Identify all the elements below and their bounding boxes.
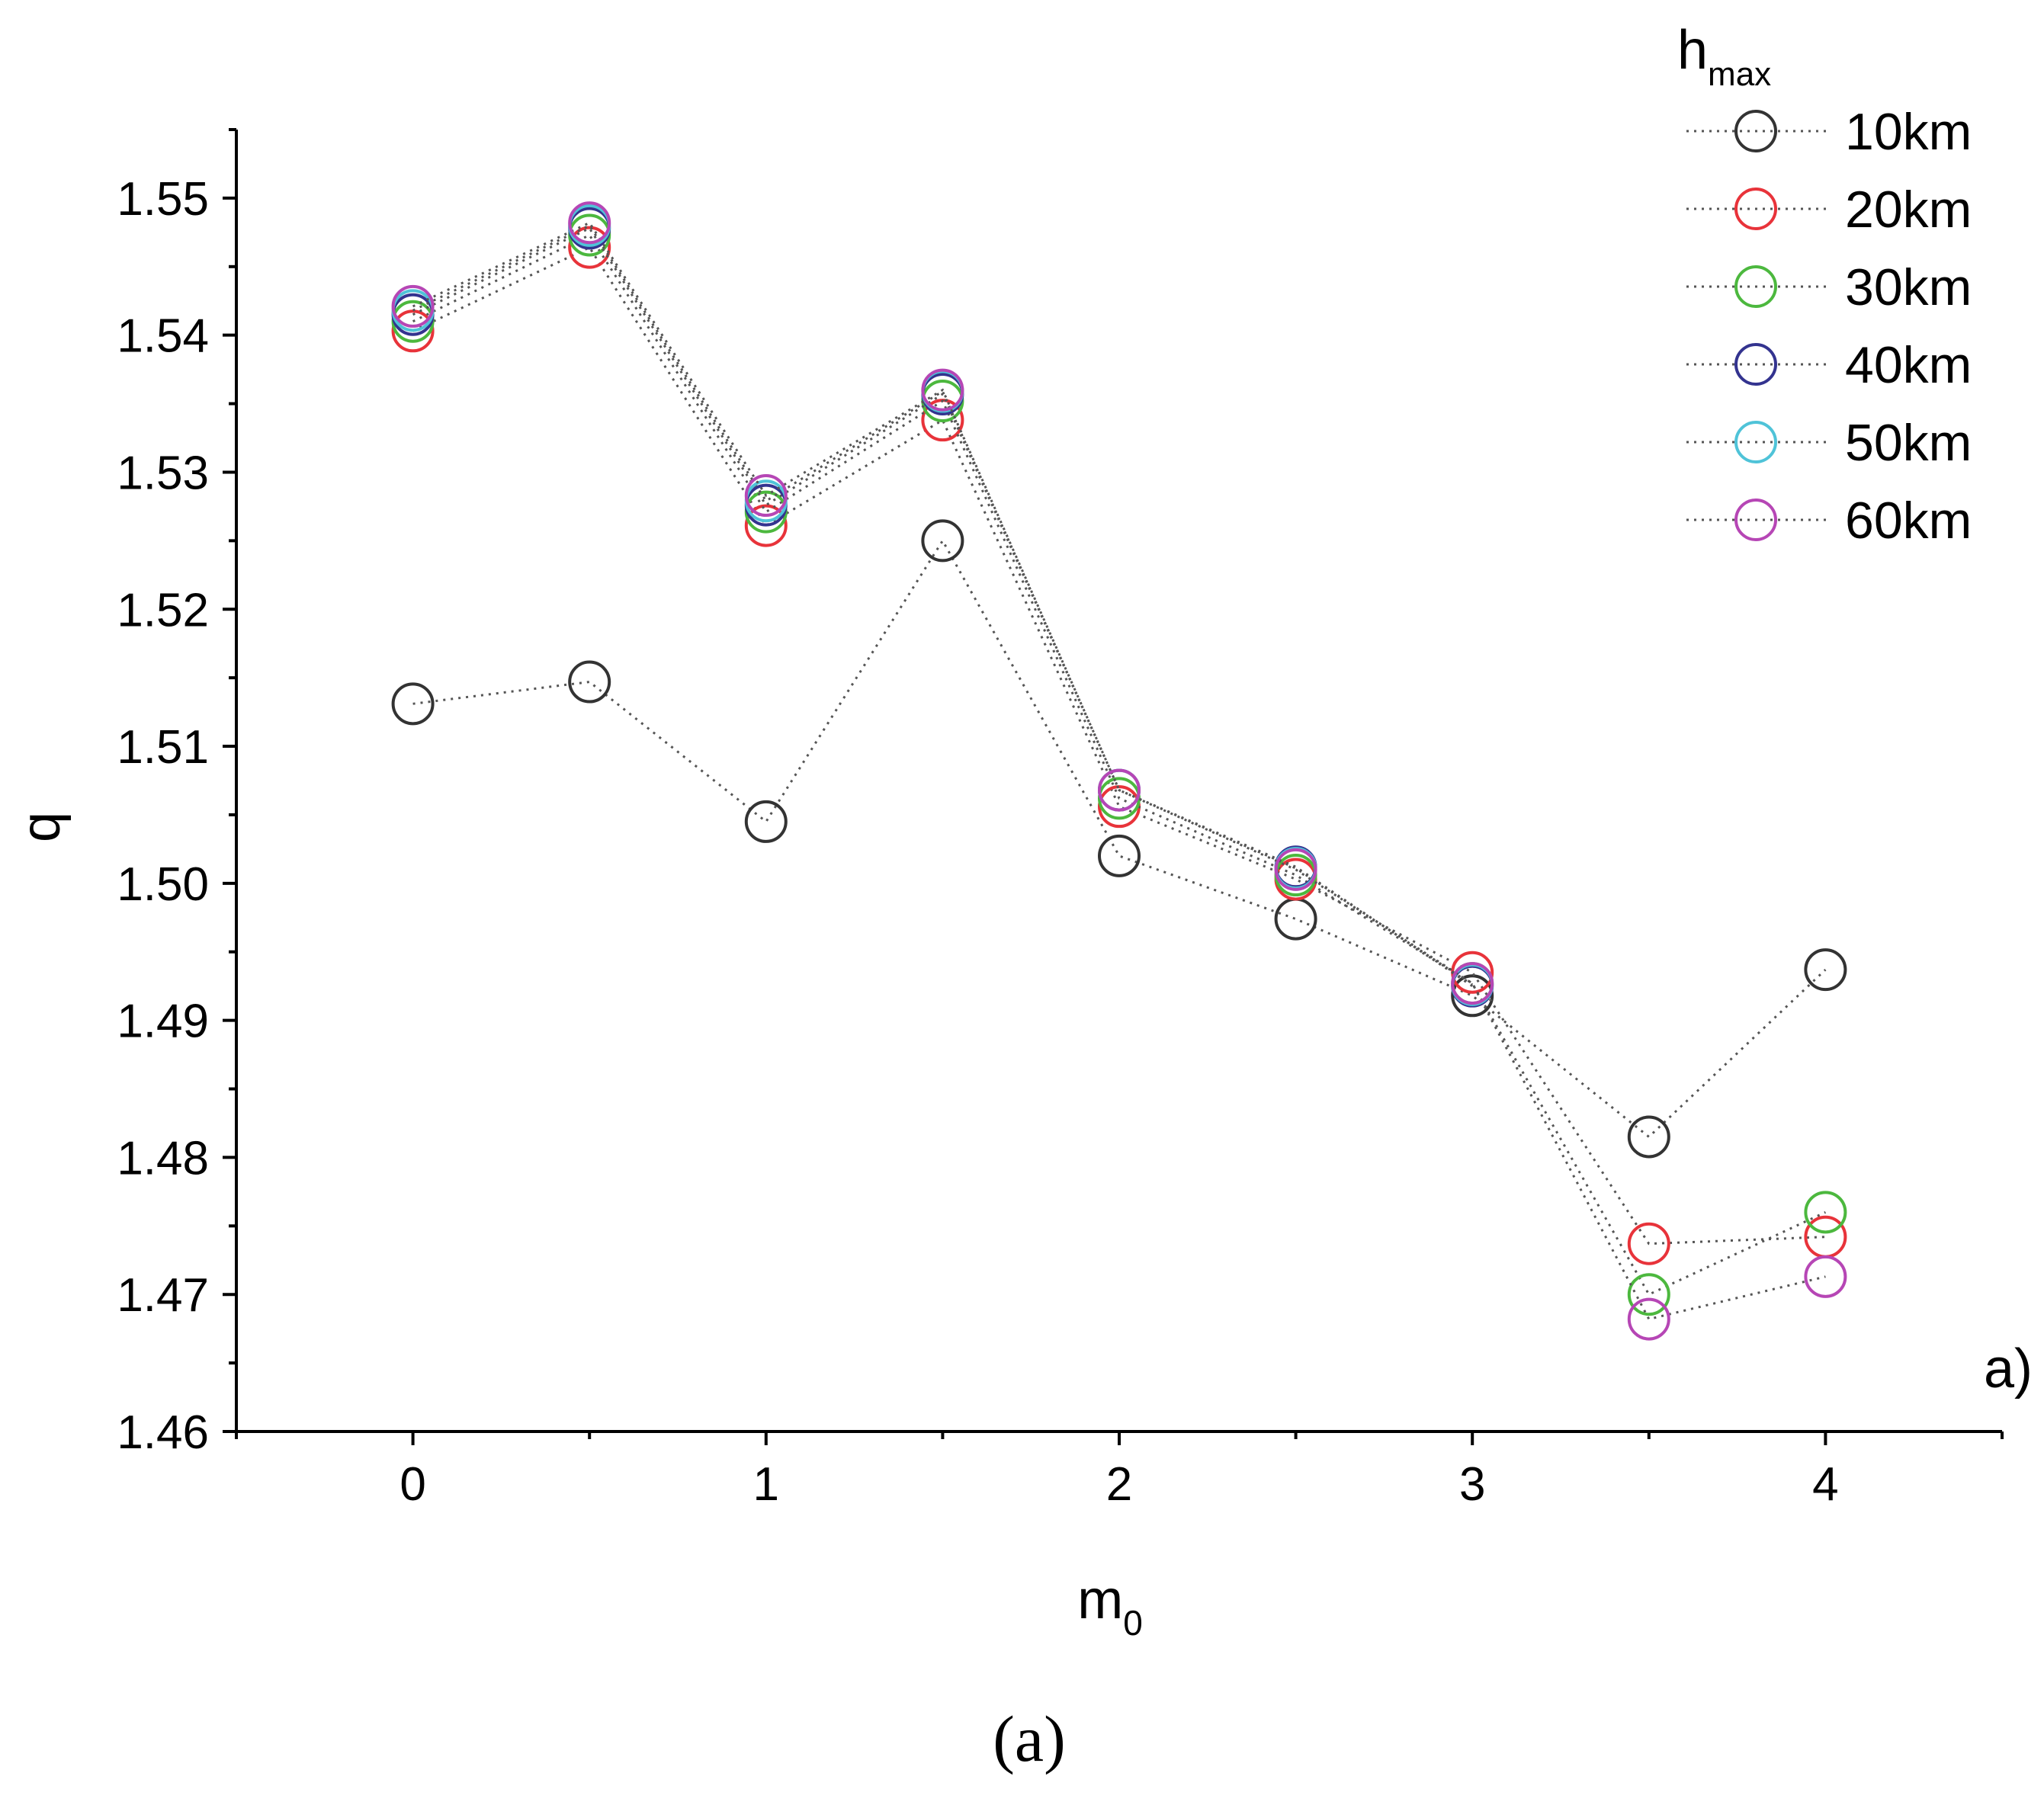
data-point — [1627, 1273, 1670, 1316]
y-tick-label: 1.49 — [117, 995, 209, 1048]
legend-label: 10km — [1845, 103, 1972, 161]
data-point — [568, 660, 611, 704]
series-line — [412, 233, 1827, 1297]
data-point — [1098, 777, 1141, 820]
data-point — [1451, 974, 1494, 1018]
data-point — [1627, 1115, 1670, 1159]
data-point — [1098, 834, 1141, 877]
x-tick-label: 4 — [1812, 1458, 1838, 1511]
legend-label: 30km — [1845, 258, 1972, 316]
data-point — [921, 368, 964, 412]
legend-item: 20km — [1686, 181, 1972, 239]
data-point — [568, 201, 611, 245]
legend-marker — [1734, 110, 1777, 152]
series-20km — [391, 226, 1847, 1265]
data-point — [391, 284, 435, 328]
legend-title: hmax — [1677, 20, 1771, 93]
data-point — [1804, 948, 1847, 992]
series-40km — [391, 207, 1494, 1008]
data-point — [1627, 1297, 1670, 1341]
x-tick-label: 3 — [1459, 1458, 1485, 1511]
y-tick-label: 1.53 — [117, 447, 209, 499]
y-tick-label: 1.50 — [117, 858, 209, 911]
data-point — [391, 309, 435, 353]
data-point — [1098, 768, 1141, 812]
series-10km — [391, 519, 1847, 1159]
x-axis-title: m0 — [1077, 1569, 1143, 1643]
legend-marker — [1734, 499, 1777, 541]
data-point — [744, 504, 788, 547]
legend-item: 60km — [1686, 492, 1972, 550]
data-point — [1804, 1191, 1847, 1234]
data-point — [1627, 1222, 1670, 1265]
legend-marker — [1734, 421, 1777, 463]
y-tick-label: 1.51 — [117, 721, 209, 774]
series-line — [412, 538, 1827, 1139]
data-point — [1804, 1255, 1847, 1298]
panel-label: a) — [1984, 1339, 2033, 1399]
legend-item: 50km — [1686, 414, 1972, 472]
data-point — [568, 204, 611, 247]
y-ticks: 1.46 1.47 1.48 1.49 1.50 1.51 1.52 1.53 1.54 1.55 — [117, 128, 236, 1459]
axes — [235, 130, 2002, 1433]
series-30km — [391, 213, 1847, 1316]
x-axis-title-main: m — [1077, 1569, 1123, 1630]
data-point — [1804, 1215, 1847, 1258]
x-axis-title-subscript: 0 — [1123, 1603, 1143, 1643]
y-tick-label: 1.47 — [117, 1269, 209, 1322]
legend-title-subscript: max — [1708, 56, 1771, 93]
data-point — [568, 226, 611, 269]
y-tick-label: 1.55 — [117, 173, 209, 226]
legend-title-main: h — [1677, 20, 1708, 81]
data-point — [1098, 785, 1141, 829]
data-point — [1274, 897, 1317, 941]
data-point — [921, 519, 964, 563]
data-point — [1274, 848, 1317, 891]
series-50km — [391, 204, 1494, 1006]
legend-label: 60km — [1845, 492, 1972, 550]
x-ticks: 0 1 2 3 4 — [235, 1431, 2004, 1511]
y-tick-label: 1.48 — [117, 1132, 209, 1185]
series-layer — [391, 201, 1847, 1341]
data-point — [744, 474, 788, 518]
y-tick-label: 1.52 — [117, 584, 209, 636]
legend-item: 40km — [1686, 336, 1972, 394]
figure-caption: (a) — [993, 1702, 1065, 1775]
legend-marker — [1734, 265, 1777, 308]
legend-item: 10km — [1686, 103, 1972, 161]
legend-label: 40km — [1845, 336, 1972, 394]
x-tick-label: 2 — [1106, 1458, 1132, 1511]
legend-label: 50km — [1845, 414, 1972, 472]
legend-marker — [1734, 188, 1777, 230]
x-tick-label: 1 — [753, 1458, 779, 1511]
legend-item: 30km — [1686, 258, 1972, 316]
data-point — [1451, 962, 1494, 1005]
y-axis-title: q — [11, 812, 72, 842]
series-line — [412, 245, 1826, 1246]
legend-marker — [1734, 343, 1777, 386]
y-tick-label: 1.46 — [117, 1406, 209, 1459]
x-tick-label: 0 — [399, 1458, 425, 1511]
legend: 10km 20km 30km 40km 50km 60km — [1686, 103, 1972, 550]
data-point — [391, 682, 435, 726]
legend-label: 20km — [1845, 181, 1972, 239]
y-tick-label: 1.54 — [117, 310, 209, 363]
series-60km — [391, 201, 1847, 1341]
data-point — [744, 800, 788, 843]
